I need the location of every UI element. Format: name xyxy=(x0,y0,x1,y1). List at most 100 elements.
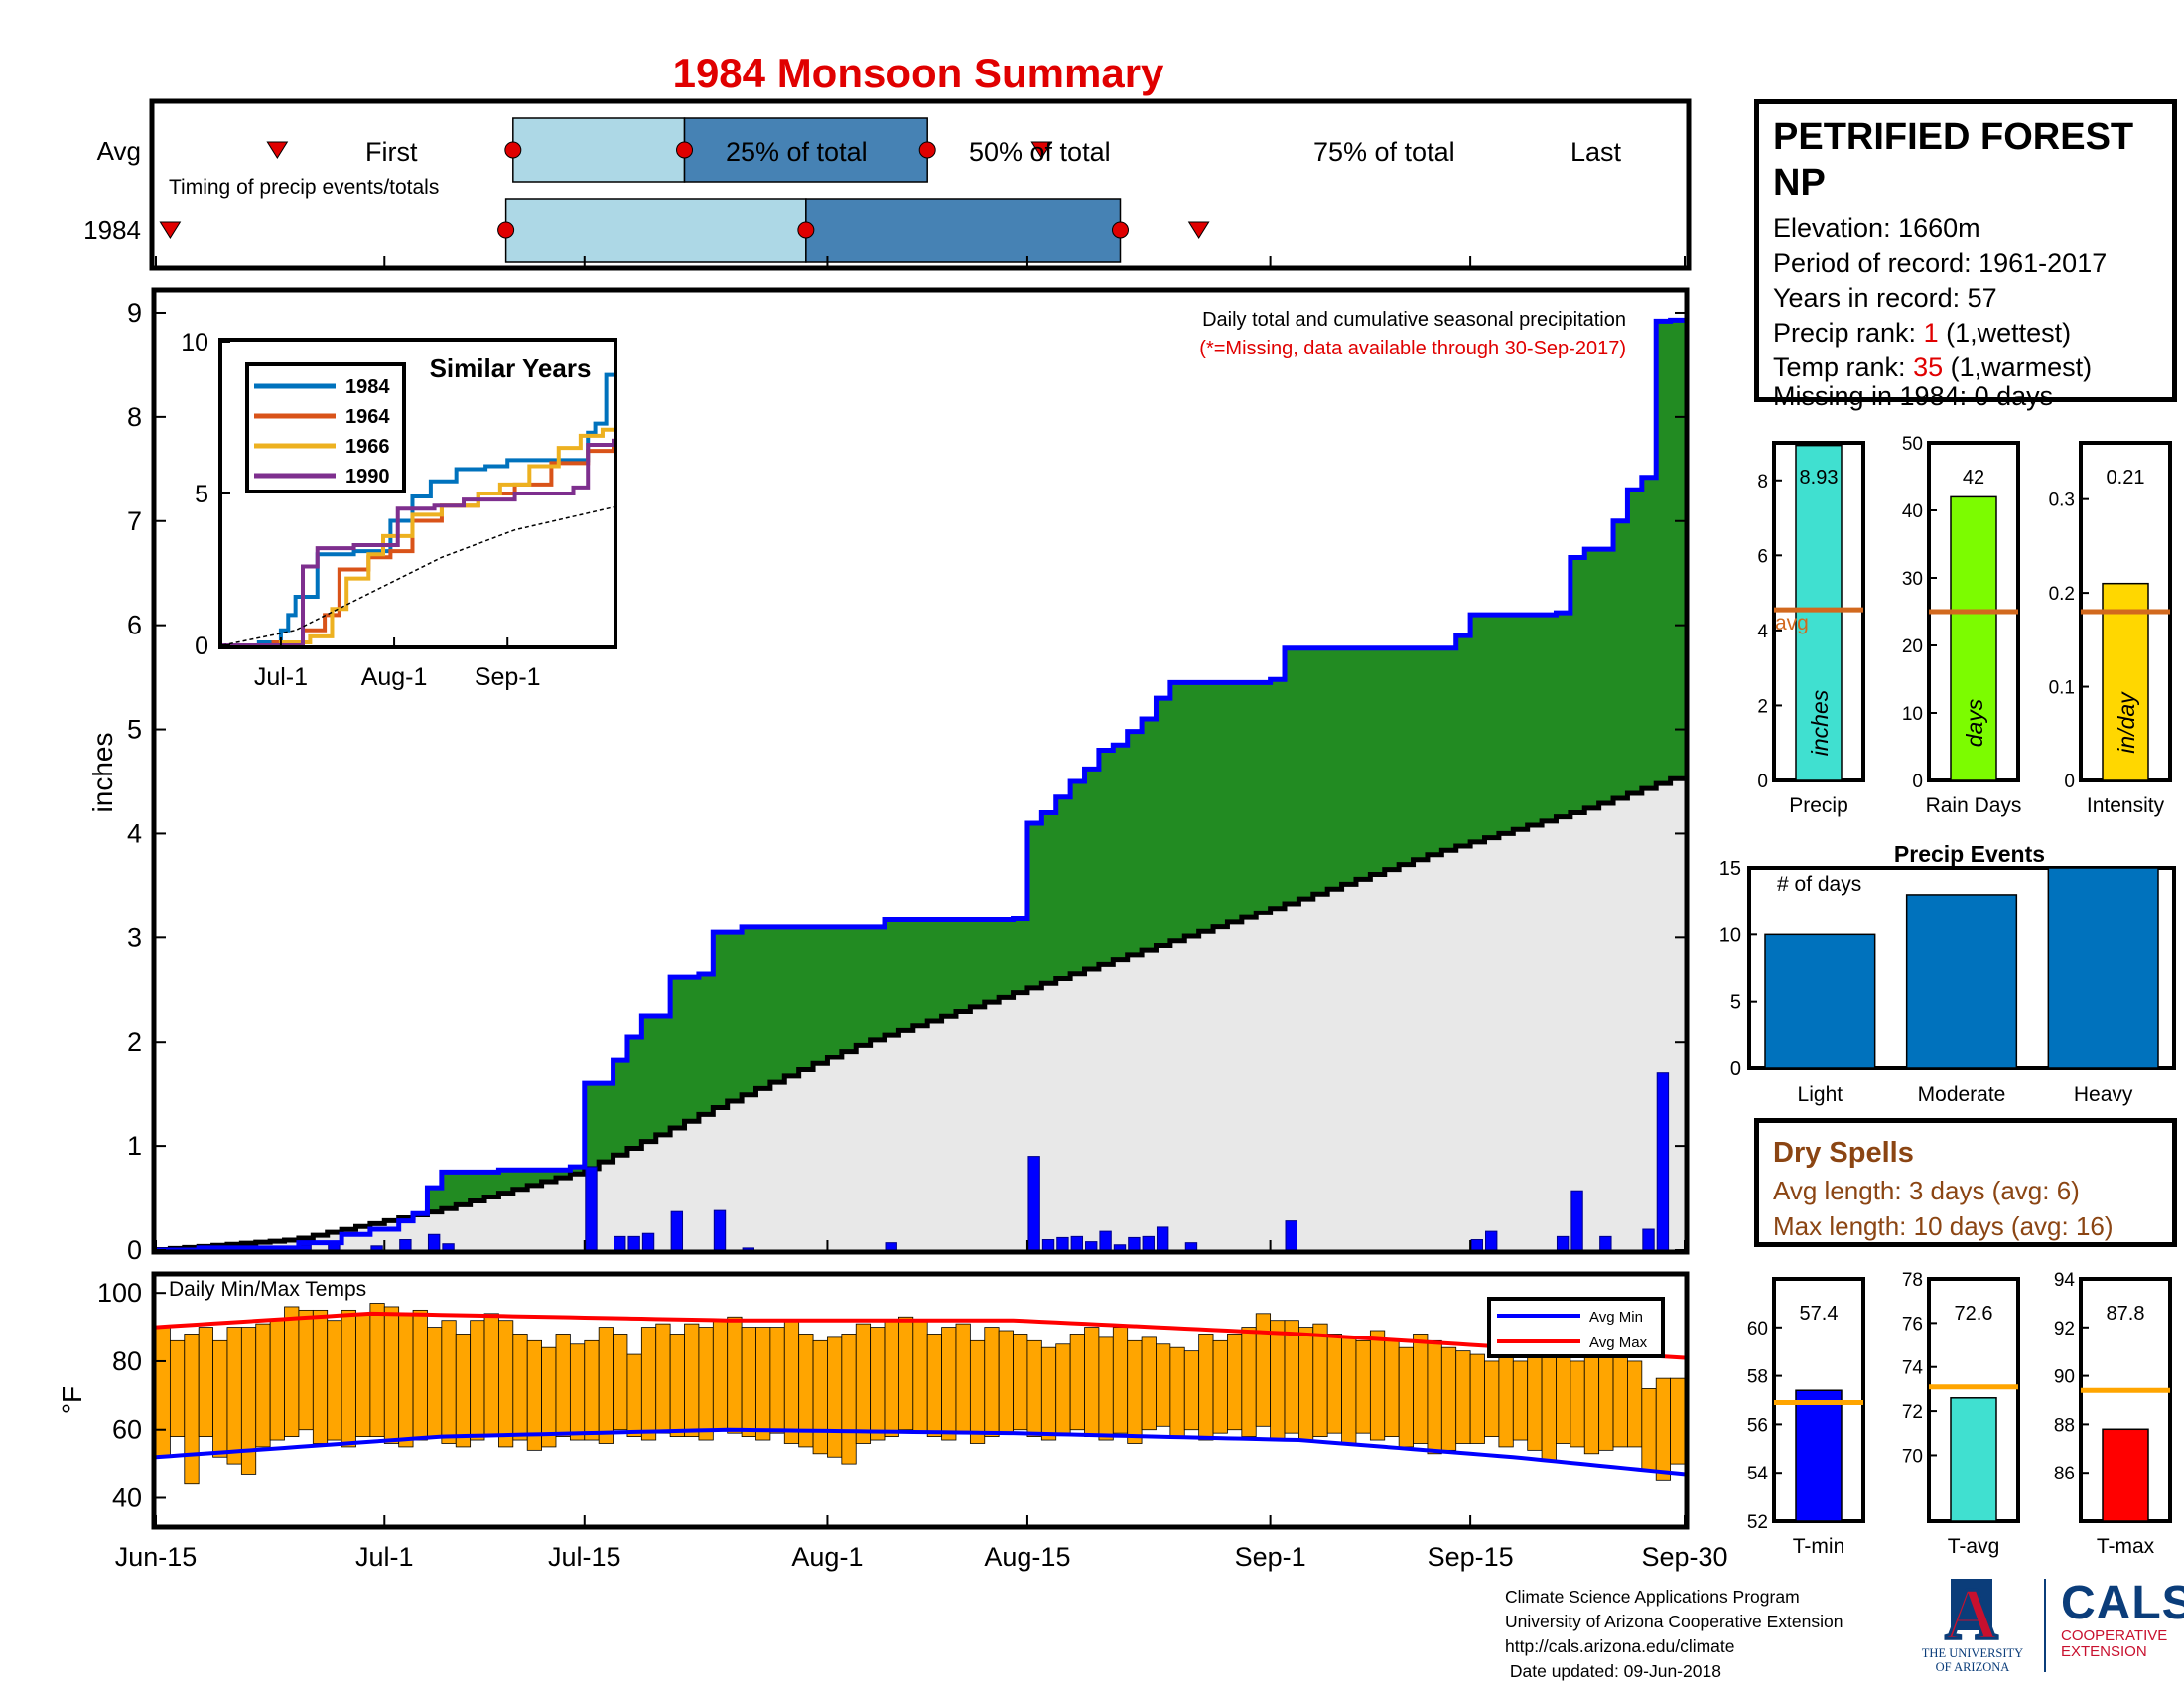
precip-stat-y-tick-label: 0 xyxy=(1912,772,1923,792)
inset-series-line xyxy=(222,427,614,647)
daily-precip-bar xyxy=(1570,1190,1583,1251)
date-x-tick-label: Jul-15 xyxy=(548,1542,621,1572)
daily-temp-bar xyxy=(1641,1388,1657,1472)
timing-percentile-marker xyxy=(504,141,522,159)
daily-temp-bar xyxy=(727,1316,743,1434)
precip-stat-category-label: Precip xyxy=(1789,794,1848,817)
daily-temp-bar xyxy=(269,1320,285,1441)
daily-temp-bar xyxy=(1384,1339,1400,1438)
daily-temp-bar xyxy=(984,1327,1000,1438)
chart-title: 1984 Monsoon Summary xyxy=(673,50,1164,96)
footer-line-1: Climate Science Applications Program xyxy=(1505,1587,1800,1607)
daily-temp-bar xyxy=(1355,1339,1371,1434)
daily-precip-bar xyxy=(627,1235,640,1251)
last-label: Last xyxy=(1570,137,1622,167)
daily-temp-bar xyxy=(1198,1334,1214,1441)
daily-precip-bar xyxy=(1113,1244,1127,1251)
cals-text-2: EXTENSION xyxy=(2061,1643,2147,1660)
precip-stat-y-tick-label: 40 xyxy=(1902,501,1923,522)
precip-events-title: Precip Events xyxy=(1894,841,2045,867)
temps-y-tick-label: 80 xyxy=(112,1346,142,1376)
station-years: Years in record: 57 xyxy=(1773,283,1997,313)
daily-temp-bar xyxy=(613,1334,628,1431)
temps-title: Daily Min/Max Temps xyxy=(169,1278,366,1301)
daily-temp-bar xyxy=(1098,1336,1114,1441)
temps-y-tick-label: 60 xyxy=(112,1415,142,1445)
daily-temp-bar xyxy=(198,1327,213,1438)
daily-temp-bar xyxy=(455,1334,472,1448)
daily-precip-bar xyxy=(1099,1230,1112,1251)
daily-temp-bar xyxy=(1541,1353,1557,1462)
footer-line-2: University of Arizona Cooperative Extens… xyxy=(1505,1612,1843,1631)
temp-stat-y-tick-label: 72 xyxy=(1902,1402,1923,1423)
temp-stat-y-tick-label: 58 xyxy=(1747,1367,1768,1388)
temp-stat-category-label: T-max xyxy=(2097,1535,2155,1558)
timing-panel: Avg 1984 Timing of precip events/totals … xyxy=(83,98,1692,271)
precip-y-tick-label: 4 xyxy=(127,818,142,848)
date-x-tick-label: Sep-30 xyxy=(1641,1542,1727,1572)
temp-stat-category-label: T-avg xyxy=(1948,1535,2000,1558)
date-x-axis: Jun-15 Jul-1 Jul-15 Aug-1 Aug-15 Sep-1 Sep-15 S… xyxy=(115,256,1728,1572)
temp-stat-y-tick-label: 86 xyxy=(2054,1464,2075,1484)
timing-box-lower xyxy=(512,117,686,183)
daily-temp-bar xyxy=(184,1334,200,1485)
precip-stat-category-label: Intensity xyxy=(2087,794,2165,817)
daily-temp-bar xyxy=(1284,1320,1299,1434)
daily-temp-bar xyxy=(169,1339,186,1438)
daily-temp-bar xyxy=(1484,1360,1500,1438)
precip-stat-bar xyxy=(1795,444,1843,781)
daily-temp-bar xyxy=(827,1336,843,1458)
precip-stat-y-tick-label: 4 xyxy=(1757,622,1768,642)
daily-temp-bar xyxy=(1341,1336,1357,1444)
precip-stat-y-tick-label: 20 xyxy=(1902,636,1923,657)
daily-temp-bar xyxy=(212,1339,228,1458)
daily-temp-bar xyxy=(783,1320,800,1444)
daily-temp-bar xyxy=(1069,1334,1085,1431)
timing-plot xyxy=(159,117,1210,263)
daily-temp-bar xyxy=(555,1334,571,1438)
p50-label: 50% of total xyxy=(969,137,1111,167)
precip-note: (*=Missing, data available through 30-Se… xyxy=(1199,338,1626,359)
university-logo-text: THE UNIVERSITY OF ARIZONA xyxy=(1916,1646,2029,1674)
daily-temp-bar xyxy=(284,1306,300,1438)
daily-precip-bar xyxy=(641,1232,655,1251)
timing-percentile-marker xyxy=(497,221,515,239)
temp-rank-value: 35 xyxy=(1913,352,1944,382)
precip-stat-value-label: 0.21 xyxy=(2107,467,2145,489)
cals-word: CALS xyxy=(2061,1577,2184,1629)
temp-rank-prefix: Temp rank: xyxy=(1773,352,1914,382)
daily-temp-bar xyxy=(698,1327,714,1441)
daily-temp-bar xyxy=(470,1320,485,1441)
p75-label: 75% of total xyxy=(1313,137,1455,167)
temp-stat-bar xyxy=(1950,1397,1997,1522)
daily-temp-bar xyxy=(226,1327,242,1465)
daily-temp-bar xyxy=(1583,1346,1600,1455)
timing-percentile-marker xyxy=(918,141,936,159)
daily-precip-bar xyxy=(299,1244,312,1251)
daily-temp-bar xyxy=(1241,1327,1257,1438)
events-category-label: Heavy xyxy=(2074,1083,2133,1106)
daily-temp-bar xyxy=(812,1339,828,1455)
daily-precip-bar xyxy=(442,1243,455,1251)
daily-temp-bar xyxy=(969,1339,986,1444)
station-name: PETRIFIED FOREST NP xyxy=(1773,116,2134,204)
precip-events-plot: Light Moderate Heavy 0 5 10 15 xyxy=(1719,858,2176,1106)
events-y-tick-label: 15 xyxy=(1719,858,1741,880)
dry-spells-box: Dry Spells Avg length: 3 days (avg: 6) M… xyxy=(1754,1118,2177,1247)
daily-temp-bar xyxy=(1026,1339,1042,1438)
daily-temp-bar xyxy=(712,1320,729,1431)
events-y-tick-label: 0 xyxy=(1730,1058,1741,1080)
events-bar xyxy=(1764,933,1876,1069)
daily-temp-bar xyxy=(483,1313,499,1438)
precip-stat-y-tick-label: 30 xyxy=(1902,569,1923,590)
timing-year-label: 1984 xyxy=(83,215,141,245)
footer-line-3[interactable]: http://cals.arizona.edu/climate xyxy=(1505,1636,1735,1656)
temp-stat-category-label: T-min xyxy=(1793,1535,1845,1558)
daily-temp-bar xyxy=(912,1320,928,1434)
daily-temp-bar xyxy=(1084,1327,1100,1438)
avg-cumulative-area xyxy=(156,778,1685,1250)
daily-temp-bar xyxy=(1013,1334,1028,1431)
daily-temp-bar xyxy=(255,1323,271,1448)
daily-temp-bar xyxy=(1527,1350,1543,1451)
